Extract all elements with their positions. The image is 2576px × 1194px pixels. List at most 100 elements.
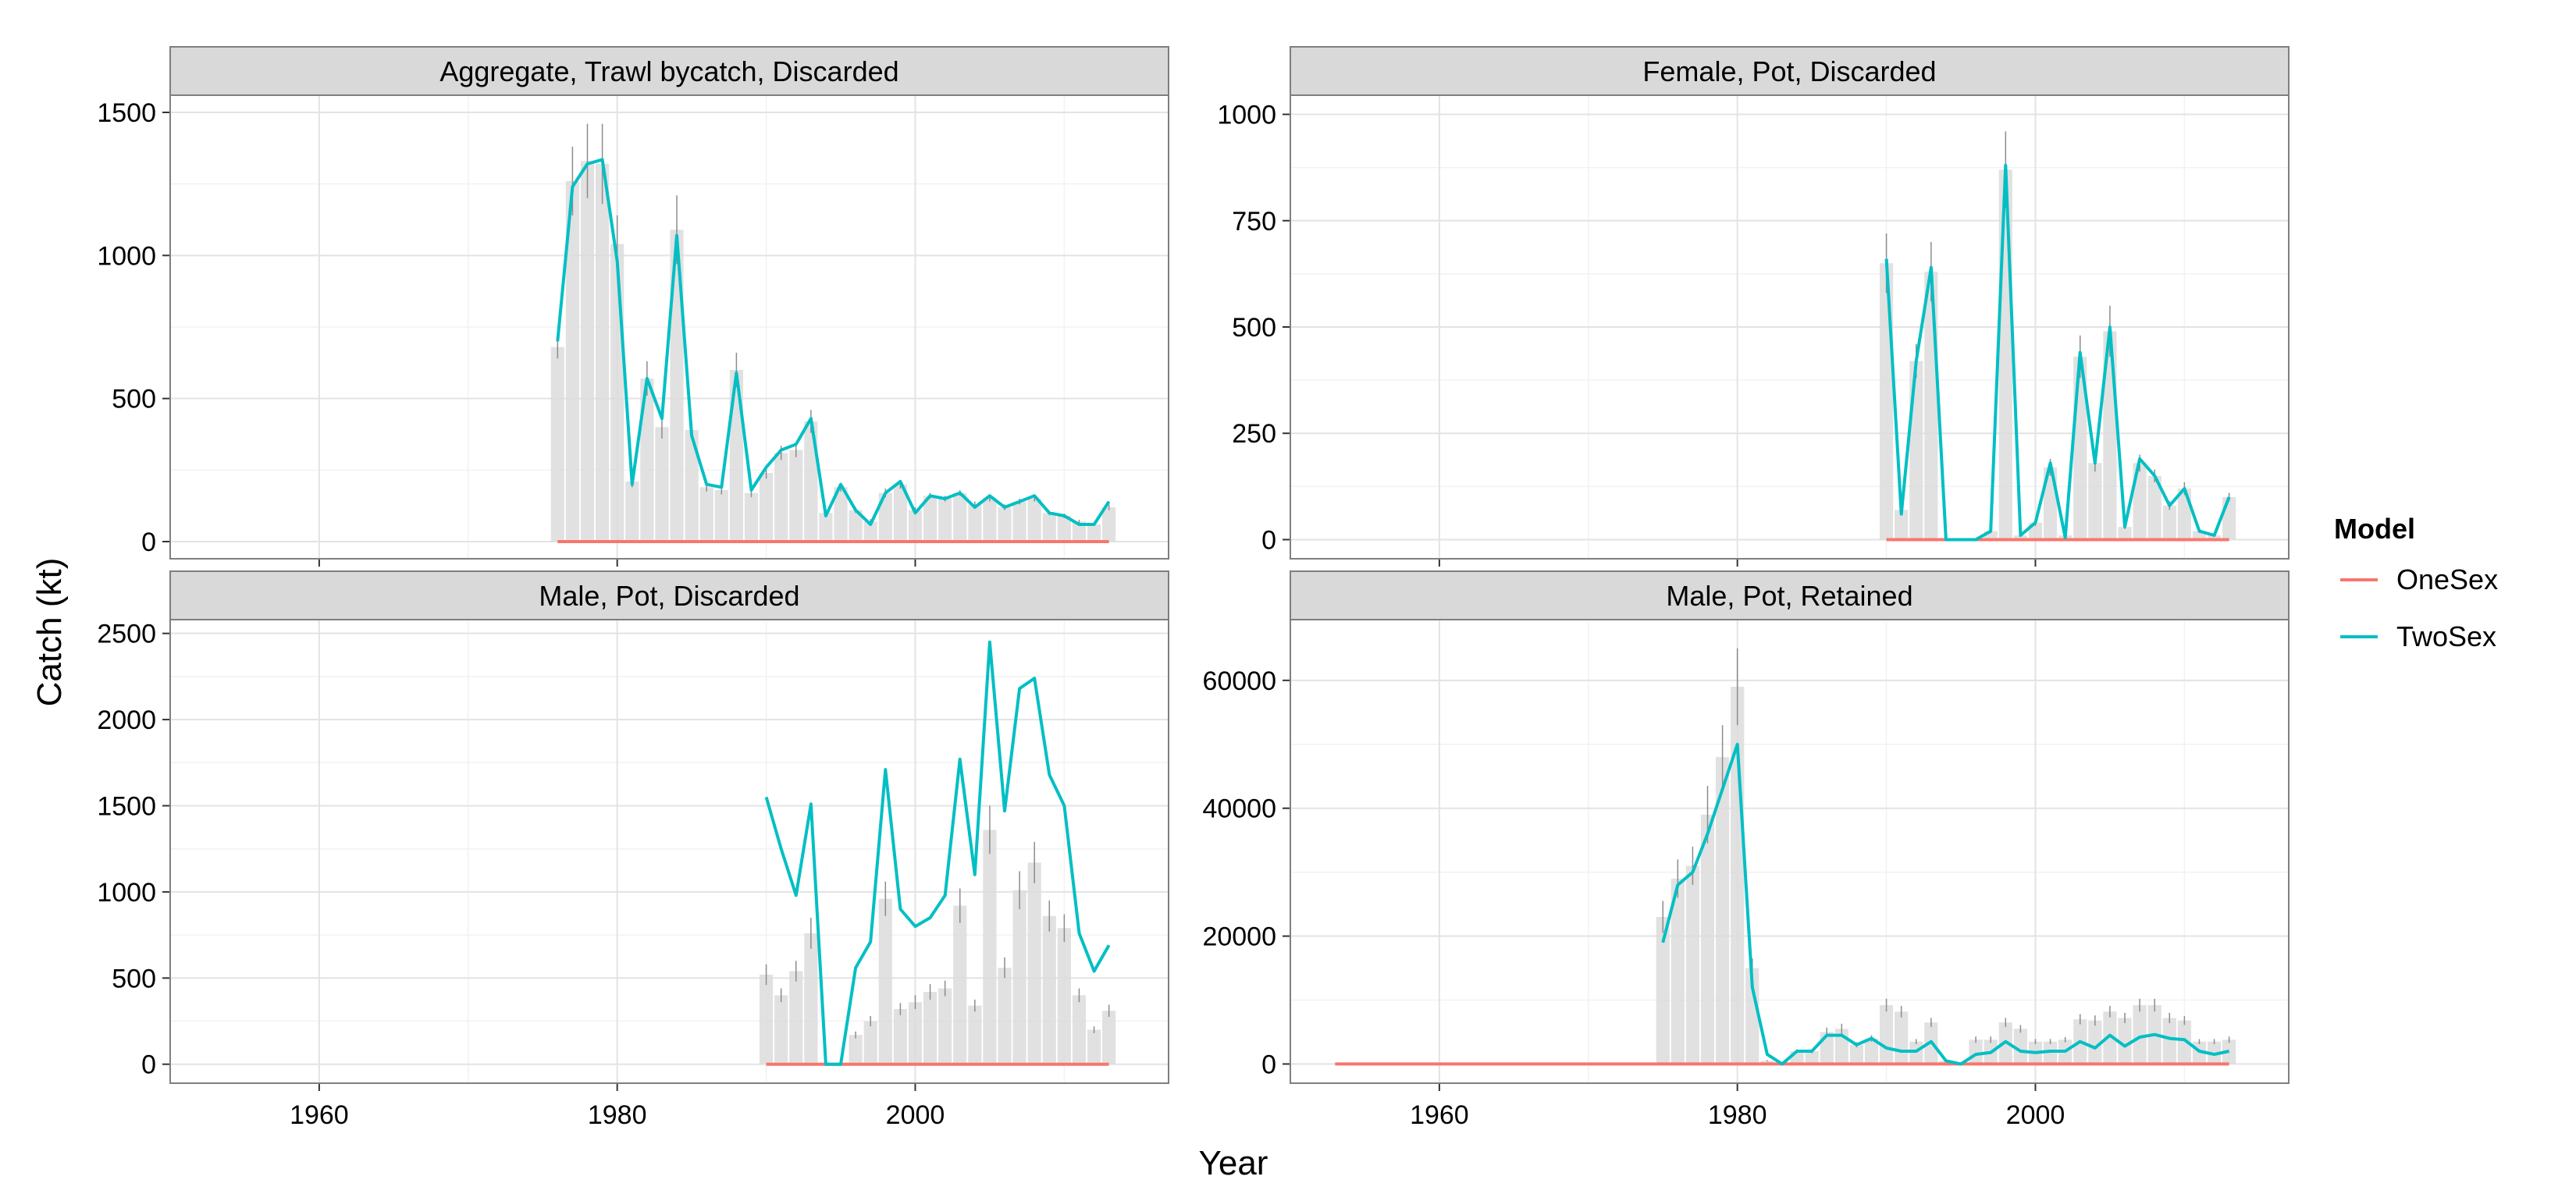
catch-bar bbox=[2162, 1018, 2176, 1064]
catch-bar bbox=[1879, 263, 1894, 540]
catch-bar bbox=[2192, 531, 2207, 540]
catch-bar bbox=[1685, 865, 1700, 1064]
catch-bar bbox=[1012, 890, 1026, 1064]
catch-bar bbox=[923, 496, 938, 542]
catch-bar bbox=[863, 521, 877, 542]
catch-bar bbox=[2118, 1018, 2132, 1064]
catch-bar bbox=[640, 378, 654, 542]
catch-bar bbox=[1939, 1061, 1953, 1064]
catch-bar bbox=[953, 492, 967, 542]
catch-bar bbox=[2013, 1029, 2027, 1064]
x-tick-label: 1980 bbox=[1708, 1100, 1767, 1130]
y-tick-label: 0 bbox=[141, 528, 156, 557]
catch-bar bbox=[655, 427, 669, 542]
catch-bar bbox=[1700, 814, 1715, 1064]
catch-bar bbox=[968, 504, 982, 542]
catch-bar bbox=[625, 482, 639, 542]
y-tick-label: 1000 bbox=[1217, 101, 1276, 130]
series-line-twosex bbox=[556, 158, 1111, 526]
catch-bar bbox=[893, 484, 907, 542]
catch-bar bbox=[938, 499, 952, 542]
catch-bar bbox=[819, 513, 833, 542]
catch-bar bbox=[1984, 531, 1998, 540]
series-line-twosex bbox=[764, 640, 1111, 1066]
catch-bar bbox=[1924, 272, 1938, 540]
y-tick-label: 2500 bbox=[97, 620, 156, 649]
x-tick-label: 1960 bbox=[1410, 1100, 1469, 1130]
y-tick-label: 40000 bbox=[1202, 794, 1276, 824]
y-tick-label: 250 bbox=[1232, 419, 1276, 449]
catch-bar bbox=[596, 164, 610, 542]
catch-bar bbox=[2103, 1011, 2117, 1064]
catch-bar bbox=[774, 995, 788, 1064]
y-tick-label: 20000 bbox=[1202, 922, 1276, 952]
y-tick-label: 60000 bbox=[1202, 666, 1276, 696]
legend-label-onesex: OneSex bbox=[2396, 563, 2498, 595]
plot-background bbox=[1290, 620, 2289, 1083]
catch-bar bbox=[893, 1009, 907, 1064]
catch-bar bbox=[2013, 535, 2027, 540]
catch-bar bbox=[1849, 1044, 1863, 1064]
y-tick-label: 750 bbox=[1232, 207, 1276, 236]
catch-bar bbox=[998, 968, 1012, 1064]
catch-bar bbox=[789, 450, 803, 542]
catch-bar bbox=[834, 487, 848, 542]
catch-bar bbox=[1895, 510, 1909, 540]
catch-bar bbox=[998, 507, 1012, 542]
y-tick-label: 1500 bbox=[97, 791, 156, 821]
catch-bar bbox=[983, 830, 997, 1064]
facet-panel: Male, Pot, Discarded 0 500 1000 1500 2000 2500… bbox=[97, 570, 1169, 1130]
catch-bar bbox=[2177, 1020, 2191, 1064]
facet-strip bbox=[1290, 570, 2290, 620]
facet-strip bbox=[169, 46, 1169, 96]
catch-bar bbox=[1102, 507, 1116, 542]
catch-bar bbox=[804, 933, 818, 1064]
catch-bar bbox=[744, 492, 759, 542]
facet-strip bbox=[169, 570, 1169, 620]
catch-bar bbox=[1909, 1041, 1923, 1064]
legend: Model OneSex TwoSex bbox=[2334, 513, 2498, 652]
catch-bar bbox=[699, 487, 713, 542]
catch-bar bbox=[968, 1005, 982, 1064]
catch-bar bbox=[908, 510, 923, 542]
catch-bar bbox=[804, 421, 818, 542]
catch-bar bbox=[759, 974, 774, 1064]
catch-bar bbox=[789, 971, 803, 1064]
catch-bar bbox=[774, 453, 788, 542]
catch-bar bbox=[2088, 1020, 2102, 1064]
facet-title: Female, Pot, Discarded bbox=[1642, 55, 1936, 87]
facet-panel: Female, Pot, Discarded025050075010001960… bbox=[1217, 46, 2290, 606]
catch-bar bbox=[849, 510, 863, 542]
catch-bar bbox=[1998, 169, 2012, 540]
panel-border bbox=[1290, 94, 2290, 560]
y-tick-label: 500 bbox=[1232, 313, 1276, 343]
x-tick-label: 2000 bbox=[886, 1100, 945, 1130]
catch-bar bbox=[849, 1035, 863, 1064]
y-tick-label: 0 bbox=[141, 1050, 156, 1080]
catch-bar bbox=[1864, 1038, 1879, 1064]
catch-bar bbox=[2222, 496, 2236, 540]
y-tick-label: 500 bbox=[112, 385, 156, 414]
catch-bar bbox=[983, 499, 997, 542]
catch-bar bbox=[1057, 928, 1071, 1064]
facet-title: Male, Pot, Discarded bbox=[539, 580, 799, 612]
x-tick-label: 1980 bbox=[588, 1100, 647, 1130]
catch-bar bbox=[1760, 1061, 1774, 1064]
catch-bar bbox=[2118, 527, 2132, 540]
catch-bar bbox=[714, 490, 728, 542]
catch-bar bbox=[1670, 878, 1685, 1064]
catch-bar bbox=[1072, 521, 1087, 542]
catch-bar bbox=[729, 370, 743, 542]
legend-title: Model bbox=[2334, 513, 2415, 545]
facet-title: Aggregate, Trawl bycatch, Discarded bbox=[439, 55, 898, 87]
catch-bar bbox=[610, 243, 624, 542]
catch-bar bbox=[1909, 361, 1923, 540]
catch-bar bbox=[1805, 1051, 1819, 1064]
panel-border bbox=[169, 619, 1169, 1084]
series-line-twosex bbox=[1661, 742, 2230, 1066]
catch-bar bbox=[878, 898, 892, 1064]
catch-bar bbox=[1087, 1029, 1101, 1064]
y-tick-label: 1000 bbox=[97, 878, 156, 908]
catch-bar bbox=[1879, 1005, 1894, 1064]
facet-panel: Male, Pot, Retained 0 20000 40000 60000 1960 1… bbox=[1202, 570, 2290, 1130]
